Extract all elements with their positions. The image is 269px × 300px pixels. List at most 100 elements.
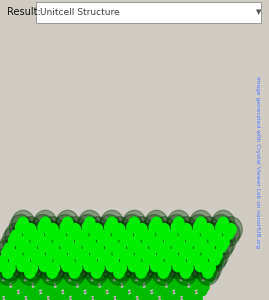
Circle shape [9,214,32,240]
Circle shape [73,249,82,259]
Circle shape [92,224,103,235]
Circle shape [17,260,27,272]
Circle shape [41,260,63,285]
Circle shape [82,221,93,233]
Circle shape [100,253,123,279]
Circle shape [191,299,200,300]
Circle shape [27,273,36,283]
Circle shape [42,217,64,242]
Circle shape [181,224,192,235]
Circle shape [14,256,23,266]
Circle shape [84,260,94,272]
Circle shape [180,247,190,259]
Circle shape [38,241,49,252]
Circle shape [133,282,142,292]
Circle shape [197,217,220,242]
Circle shape [32,234,55,259]
Circle shape [62,221,84,246]
Circle shape [33,230,44,242]
Circle shape [121,234,144,259]
Circle shape [106,260,116,272]
Circle shape [85,236,96,248]
Circle shape [37,275,46,285]
Circle shape [53,234,63,246]
Circle shape [114,227,136,253]
Circle shape [5,223,27,249]
Circle shape [97,288,106,298]
Circle shape [219,236,229,248]
Circle shape [104,294,113,300]
Circle shape [80,299,89,300]
Circle shape [48,247,70,272]
Circle shape [54,214,77,240]
Circle shape [171,294,180,300]
Circle shape [174,236,185,248]
Circle shape [130,256,141,267]
Circle shape [75,234,86,246]
Circle shape [0,294,2,300]
Circle shape [58,256,67,266]
Circle shape [101,210,123,236]
Circle shape [34,210,57,236]
Circle shape [149,294,158,300]
Circle shape [124,230,146,255]
Circle shape [92,247,115,272]
Circle shape [193,275,201,285]
Circle shape [21,255,44,281]
Circle shape [96,269,105,279]
Circle shape [65,286,73,296]
Circle shape [128,221,151,246]
Circle shape [26,254,35,264]
Circle shape [150,241,160,252]
Circle shape [2,227,25,253]
Circle shape [27,223,50,249]
Circle shape [41,236,51,248]
Circle shape [72,292,81,300]
Circle shape [94,262,104,274]
Circle shape [122,230,133,242]
Circle shape [98,254,109,265]
Circle shape [138,223,161,249]
Circle shape [190,230,213,255]
Circle shape [133,262,142,272]
Circle shape [25,266,35,278]
Circle shape [174,260,197,285]
Circle shape [123,279,132,289]
Circle shape [51,269,61,279]
Circle shape [157,247,168,259]
Circle shape [153,266,162,277]
Circle shape [29,249,37,259]
Circle shape [99,234,122,259]
Circle shape [44,262,53,272]
Circle shape [110,255,133,281]
Circle shape [210,214,232,240]
Circle shape [125,256,134,266]
Circle shape [101,279,110,289]
Circle shape [71,243,81,254]
Circle shape [0,255,21,281]
Circle shape [30,288,39,298]
Circle shape [3,247,26,272]
Circle shape [137,247,160,272]
Circle shape [189,253,211,279]
Circle shape [183,242,206,268]
Circle shape [94,242,117,268]
Circle shape [153,256,163,267]
Text: Image generated with Crystal Viewer Lab on nanoHUB.org: Image generated with Crystal Viewer Lab … [256,76,260,248]
Circle shape [138,273,147,283]
Circle shape [59,275,68,285]
Circle shape [144,253,167,279]
Circle shape [88,262,97,272]
Circle shape [193,221,204,233]
Circle shape [130,236,140,248]
Circle shape [2,266,13,278]
Circle shape [147,299,155,300]
Circle shape [0,260,5,272]
Circle shape [72,262,82,274]
Circle shape [6,249,15,259]
Circle shape [204,254,213,264]
Circle shape [173,260,183,272]
Circle shape [13,299,22,300]
Circle shape [108,256,119,267]
Circle shape [158,266,168,278]
